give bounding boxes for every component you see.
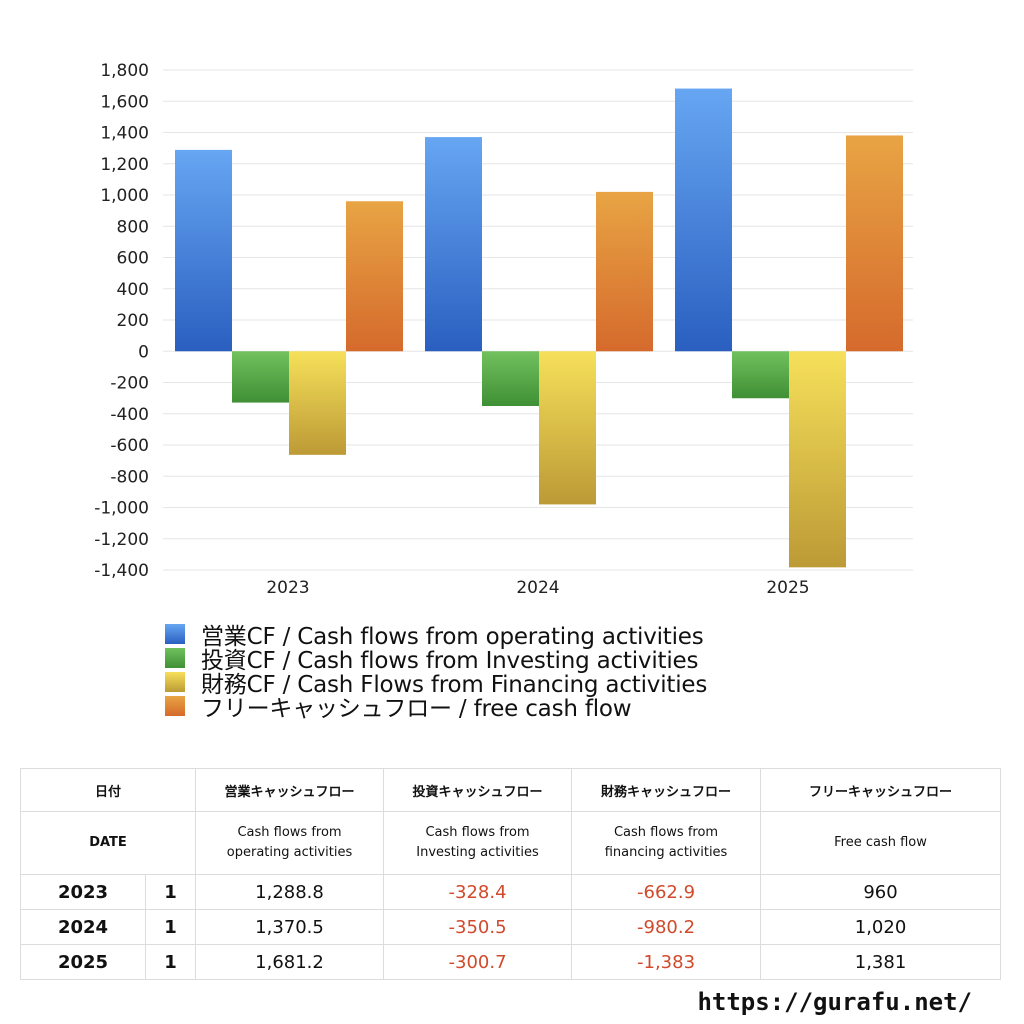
row-free: 960 — [760, 874, 1002, 910]
cash-flow-table: 日付 営業キャッシュフロー 投資キャッシュフロー 財務キャッシュフロー フリーキ… — [19, 768, 1002, 980]
x-tick-label: 2025 — [766, 578, 809, 598]
legend-item-financing: 財務CF / Cash Flows from Financing activit… — [165, 670, 707, 698]
bars — [175, 88, 903, 568]
bar-2024-series-1 — [482, 351, 539, 407]
bar-2025-series-1 — [732, 351, 789, 399]
header-financing-jp: 財務キャッシュフロー — [571, 768, 762, 812]
row-financing: -980.2 — [571, 909, 762, 945]
legend-item-investing: 投資CF / Cash flows from Investing activit… — [165, 646, 707, 674]
y-tick-label: 1,400 — [100, 124, 149, 144]
row-month: 1 — [144, 944, 197, 980]
bar-2025-series-0 — [675, 88, 732, 352]
bar-2023-series-3 — [346, 201, 403, 352]
header-free-jp: フリーキャッシュフロー — [760, 768, 1002, 812]
legend-swatch-operating — [165, 624, 185, 644]
header-operating-jp: 営業キャッシュフロー — [195, 768, 385, 812]
row-month: 1 — [144, 874, 197, 910]
row-financing: -1,383 — [571, 944, 762, 980]
y-tick-label: 0 — [138, 342, 149, 362]
table-row: 2023 1 1,288.8 -328.4 -662.9 960 — [20, 874, 1002, 910]
bar-2023-series-1 — [232, 351, 289, 403]
y-tick-label: 800 — [117, 217, 149, 237]
row-operating: 1,681.2 — [195, 944, 385, 980]
legend: 営業CF / Cash flows from operating activit… — [165, 622, 707, 722]
header-date-en: DATE — [19, 811, 197, 875]
y-axis: 1,800 1,600 1,400 1,200 1,000 800 600 400 200 0 -2… — [94, 61, 149, 581]
y-tick-label: 400 — [117, 280, 149, 300]
header-investing-en-text: Cash flows from Investing activities — [416, 825, 539, 860]
row-financing: -662.9 — [571, 874, 762, 910]
y-tick-label: 1,200 — [100, 155, 149, 175]
y-tick-label: 1,000 — [100, 186, 149, 206]
row-year: 2025 — [20, 944, 146, 980]
y-tick-label: -400 — [110, 405, 149, 425]
legend-swatch-investing — [165, 648, 185, 668]
bar-2024-series-2 — [539, 351, 596, 505]
table-row: 2024 1 1,370.5 -350.5 -980.2 1,020 — [20, 909, 1002, 945]
header-date-jp: 日付 — [19, 768, 197, 812]
cash-flow-bar-chart: 1,800 1,600 1,400 1,200 1,000 800 600 400 200 0 -2… — [94, 61, 913, 598]
table-header-en: DATE Cash flows from operating activitie… — [19, 811, 1002, 875]
header-investing-jp: 投資キャッシュフロー — [383, 768, 573, 812]
row-free: 1,020 — [760, 909, 1002, 945]
legend-label-free: フリーキャッシュフロー / free cash flow — [201, 696, 632, 722]
x-tick-label: 2023 — [266, 578, 309, 598]
row-investing: -300.7 — [383, 944, 573, 980]
row-free: 1,381 — [760, 944, 1002, 980]
header-financing-en: Cash flows from financing activities — [571, 811, 762, 875]
table-header-jp: 日付 営業キャッシュフロー 投資キャッシュフロー 財務キャッシュフロー フリーキ… — [19, 768, 1002, 812]
y-tick-label: -1,200 — [94, 530, 149, 550]
legend-label-financing: 財務CF / Cash Flows from Financing activit… — [201, 672, 708, 698]
y-tick-label: 200 — [117, 311, 149, 331]
bar-2023-series-0 — [175, 149, 232, 352]
header-investing-en: Cash flows from Investing activities — [383, 811, 573, 875]
y-tick-label: -200 — [110, 374, 149, 394]
y-tick-label: -600 — [110, 436, 149, 456]
legend-item-operating: 営業CF / Cash flows from operating activit… — [165, 622, 707, 650]
site-url[interactable]: https://gurafu.net/ — [697, 988, 972, 1016]
header-operating-en: Cash flows from operating activities — [195, 811, 385, 875]
bar-2025-series-2 — [789, 351, 846, 568]
legend-swatch-free — [165, 696, 185, 716]
bar-2024-series-0 — [425, 137, 482, 352]
legend-label-investing: 投資CF / Cash flows from Investing activit… — [201, 648, 699, 674]
legend-label-operating: 営業CF / Cash flows from operating activit… — [201, 624, 704, 650]
x-axis: 2023 2024 2025 — [266, 578, 809, 598]
row-month: 1 — [144, 909, 197, 945]
legend-item-free: フリーキャッシュフロー / free cash flow — [165, 694, 707, 722]
header-operating-en-text: Cash flows from operating activities — [226, 825, 353, 860]
bar-2025-series-3 — [846, 135, 903, 352]
header-free-en: Free cash flow — [760, 811, 1002, 875]
y-tick-label: -800 — [110, 467, 149, 487]
row-year: 2024 — [20, 909, 146, 945]
table-row: 2025 1 1,681.2 -300.7 -1,383 1,381 — [20, 944, 1002, 980]
row-year: 2023 — [20, 874, 146, 910]
y-tick-label: 1,800 — [100, 61, 149, 81]
legend-swatch-financing — [165, 672, 185, 692]
y-tick-label: -1,000 — [94, 499, 149, 519]
row-operating: 1,370.5 — [195, 909, 385, 945]
row-operating: 1,288.8 — [195, 874, 385, 910]
row-investing: -350.5 — [383, 909, 573, 945]
bar-2023-series-2 — [289, 351, 346, 455]
y-tick-label: 1,600 — [100, 92, 149, 112]
y-tick-label: -1,400 — [94, 561, 149, 581]
bar-2024-series-3 — [596, 191, 653, 352]
row-investing: -328.4 — [383, 874, 573, 910]
header-financing-en-text: Cash flows from financing activities — [604, 825, 728, 860]
x-tick-label: 2024 — [516, 578, 559, 598]
y-tick-label: 600 — [117, 249, 149, 269]
